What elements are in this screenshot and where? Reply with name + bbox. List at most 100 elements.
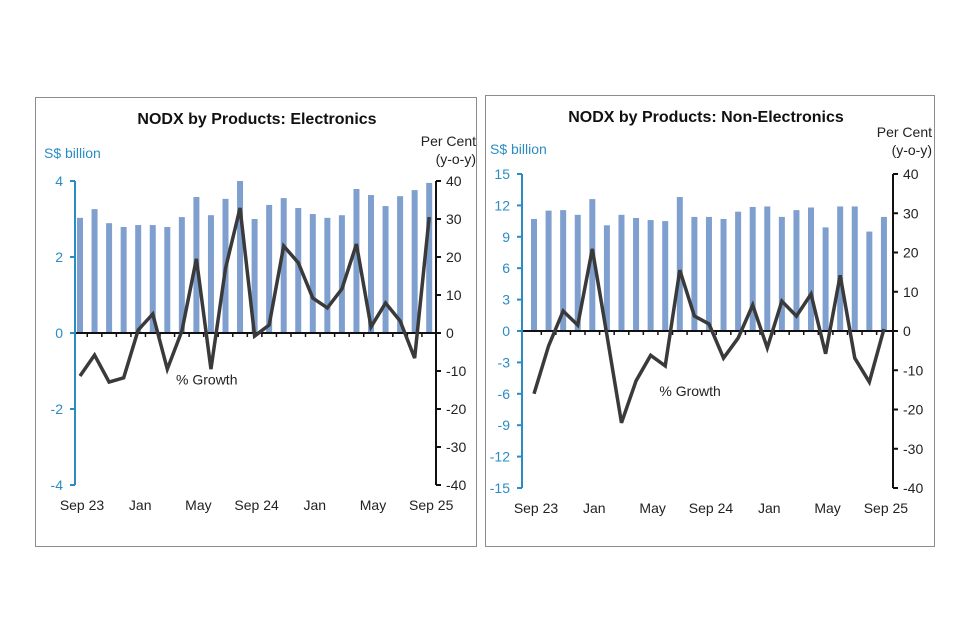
bar [120, 226, 127, 333]
bar [178, 217, 185, 333]
x-tick-label: Jan [583, 500, 606, 516]
bar [705, 216, 712, 331]
right-tick-label: 40 [446, 173, 462, 189]
left-tick-label: 0 [55, 325, 63, 341]
right-tick-label: -20 [446, 401, 466, 417]
left-tick-label: 15 [494, 166, 510, 182]
right-tick-label: -30 [903, 441, 923, 457]
bar [106, 223, 113, 333]
bar [368, 195, 374, 333]
bar [720, 219, 727, 331]
bar [411, 190, 418, 333]
bar [338, 215, 345, 333]
right-tick-label: -10 [903, 362, 923, 378]
right-tick-label: -40 [446, 477, 466, 493]
left-tick-label: 9 [502, 229, 510, 245]
bar [324, 217, 331, 333]
x-tick-label: Sep 24 [234, 497, 279, 513]
left-tick-label: 12 [494, 197, 510, 213]
left-tick-label: -3 [498, 354, 511, 370]
bar [851, 206, 858, 331]
bar [633, 217, 640, 331]
bar [618, 214, 625, 331]
bar [603, 225, 610, 331]
left-tick-label: 2 [55, 249, 63, 265]
left-axis-label: S$ billion [490, 141, 547, 157]
x-tick-label: May [185, 497, 211, 513]
bar [309, 214, 316, 333]
right-tick-label: -20 [903, 402, 923, 418]
x-tick-label: May [814, 500, 840, 516]
bar [647, 220, 654, 331]
bar [382, 206, 389, 333]
bar [676, 197, 683, 331]
bar [91, 209, 98, 333]
left-tick-label: -4 [51, 477, 64, 493]
right-axis-label-line2: (y-o-y) [892, 142, 932, 158]
bar [353, 188, 360, 333]
right-tick-label: -30 [446, 439, 466, 455]
bar [545, 210, 552, 331]
bar [135, 225, 142, 333]
bar [749, 206, 756, 331]
bar [735, 211, 742, 331]
right-axis-label-line1: Per Cent [421, 133, 476, 149]
right-tick-label: 0 [903, 323, 911, 339]
x-tick-label: Jan [758, 500, 781, 516]
x-tick-label: Sep 25 [864, 500, 909, 516]
bar [397, 196, 404, 333]
bar [822, 227, 829, 331]
bar [866, 231, 873, 331]
x-tick-label: Sep 23 [514, 500, 559, 516]
left-axis-label: S$ billion [44, 145, 101, 161]
bar [764, 206, 771, 331]
chart-panel-electronics: NODX by Products: Electronics S$ billion… [35, 97, 477, 547]
bar [560, 210, 567, 331]
bar [426, 182, 433, 333]
left-tick-label: 3 [502, 292, 510, 308]
bar [295, 207, 302, 333]
right-axis-label-line1: Per Cent [877, 124, 932, 140]
left-tick-label: -6 [498, 386, 511, 402]
right-tick-label: 30 [446, 211, 462, 227]
right-tick-label: 20 [446, 249, 462, 265]
right-axis-label-line2: (y-o-y) [436, 151, 476, 167]
right-tick-label: -10 [446, 363, 466, 379]
bar [589, 199, 596, 331]
bar [691, 216, 698, 331]
x-tick-label: Sep 23 [60, 497, 105, 513]
left-tick-label: -12 [490, 449, 510, 465]
left-tick-label: 4 [55, 173, 63, 189]
growth-annotation: % Growth [176, 371, 237, 387]
bar [793, 210, 800, 331]
x-tick-label: May [639, 500, 665, 516]
chart-non-electronics: NODX by Products: Non-Electronics S$ bil… [490, 109, 932, 516]
bar [164, 226, 171, 333]
bar [251, 219, 258, 333]
bar [266, 204, 273, 333]
bar [149, 225, 156, 333]
right-tick-label: 10 [903, 284, 919, 300]
left-tick-label: -9 [498, 417, 511, 433]
left-tick-label: -2 [51, 401, 64, 417]
chart-title: NODX by Products: Non-Electronics [568, 109, 844, 126]
x-tick-label: Sep 25 [409, 497, 454, 513]
left-tick-label: 6 [502, 260, 510, 276]
x-tick-label: Jan [129, 497, 152, 513]
right-tick-label: 20 [903, 245, 919, 261]
bar [531, 219, 537, 331]
x-tick-label: Sep 24 [689, 500, 734, 516]
growth-annotation: % Growth [659, 383, 720, 399]
plot-area: 15129630-3-6-9-12-15403020100-10-20-30-4… [490, 166, 924, 516]
bar [280, 198, 287, 333]
left-tick-label: -15 [490, 480, 510, 496]
bar [837, 206, 844, 331]
chart-electronics: NODX by Products: Electronics S$ billion… [44, 111, 476, 513]
chart-title: NODX by Products: Electronics [137, 111, 376, 128]
left-tick-label: 0 [502, 323, 510, 339]
bar [808, 207, 815, 331]
right-tick-label: 10 [446, 287, 462, 303]
right-tick-label: -40 [903, 480, 923, 496]
bar [207, 215, 214, 333]
right-tick-label: 0 [446, 325, 454, 341]
